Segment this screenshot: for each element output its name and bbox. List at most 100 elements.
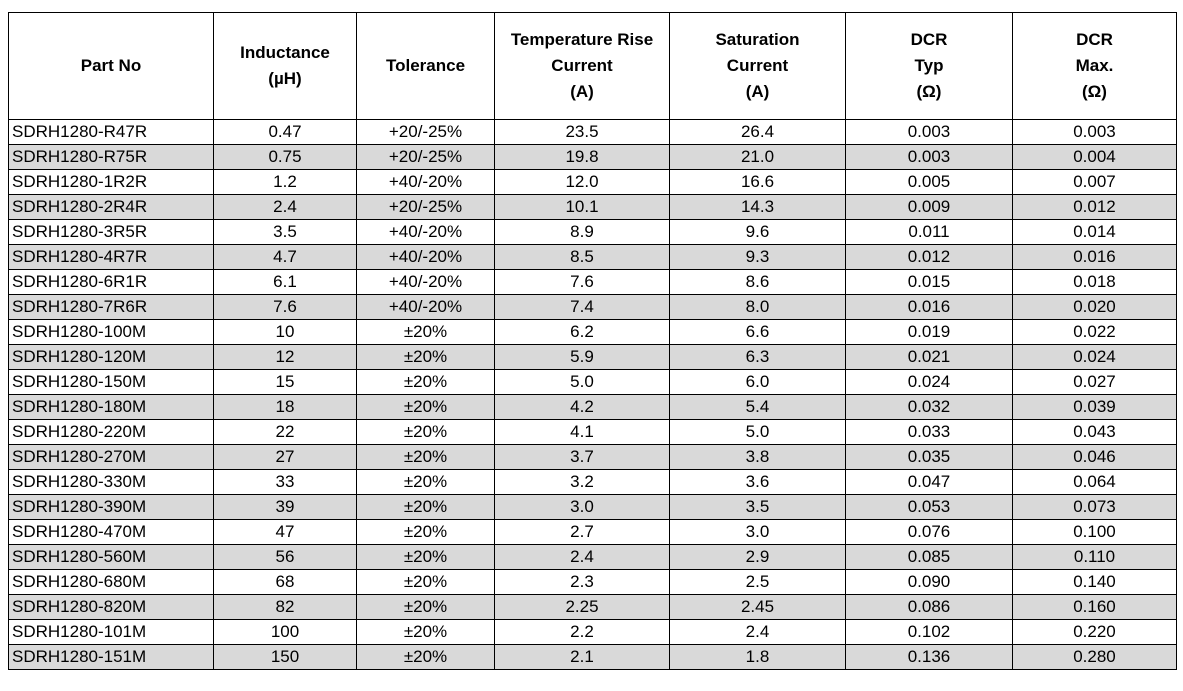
- cell-saturation-current: 21.0: [669, 144, 846, 170]
- header-line: DCR: [910, 30, 948, 49]
- cell-inductance: 12: [213, 344, 357, 370]
- cell-part-no: SDRH1280-151M: [8, 644, 214, 670]
- cell-saturation-current: 8.6: [669, 269, 846, 295]
- cell-inductance: 10: [213, 319, 357, 345]
- cell-dcr-typ: 0.136: [845, 644, 1013, 670]
- cell-dcr-typ: 0.005: [845, 169, 1013, 195]
- header-line: Typ: [914, 56, 944, 75]
- cell-part-no: SDRH1280-150M: [8, 369, 214, 395]
- cell-dcr-typ: 0.086: [845, 594, 1013, 620]
- cell-dcr-max: 0.039: [1012, 394, 1177, 420]
- cell-dcr-max: 0.003: [1012, 119, 1177, 145]
- header-line: Inductance: [240, 43, 330, 62]
- cell-inductance: 22: [213, 419, 357, 445]
- cell-temp-rise-current: 3.7: [494, 444, 670, 470]
- cell-dcr-max: 0.007: [1012, 169, 1177, 195]
- cell-dcr-typ: 0.033: [845, 419, 1013, 445]
- header-line: (A): [745, 82, 770, 101]
- cell-tolerance: ±20%: [356, 619, 495, 645]
- cell-saturation-current: 3.0: [669, 519, 846, 545]
- cell-tolerance: ±20%: [356, 469, 495, 495]
- cell-saturation-current: 9.6: [669, 219, 846, 245]
- cell-dcr-max: 0.110: [1012, 544, 1177, 570]
- cell-part-no: SDRH1280-101M: [8, 619, 214, 645]
- cell-part-no: SDRH1280-6R1R: [8, 269, 214, 295]
- table-row: SDRH1280-180M 18 ±20% 4.2 5.4 0.032 0.039: [8, 394, 1177, 420]
- cell-saturation-current: 3.5: [669, 494, 846, 520]
- header-line: Part No: [80, 56, 142, 75]
- cell-tolerance: ±20%: [356, 569, 495, 595]
- cell-part-no: SDRH1280-390M: [8, 494, 214, 520]
- table-body: SDRH1280-R47R 0.47 +20/-25% 23.5 26.4 0.003 0.…: [8, 119, 1177, 670]
- table-row: SDRH1280-6R1R 6.1 +40/-20% 7.6 8.6 0.015 0.018: [8, 269, 1177, 295]
- cell-inductance: 3.5: [213, 219, 357, 245]
- cell-inductance: 0.47: [213, 119, 357, 145]
- header-dcr-typ: DCR Typ (Ω): [845, 12, 1013, 120]
- cell-dcr-typ: 0.085: [845, 544, 1013, 570]
- cell-saturation-current: 16.6: [669, 169, 846, 195]
- cell-tolerance: ±20%: [356, 519, 495, 545]
- cell-dcr-typ: 0.019: [845, 319, 1013, 345]
- cell-tolerance: +40/-20%: [356, 219, 495, 245]
- cell-temp-rise-current: 2.3: [494, 569, 670, 595]
- cell-temp-rise-current: 3.2: [494, 469, 670, 495]
- cell-tolerance: +20/-25%: [356, 144, 495, 170]
- cell-temp-rise-current: 19.8: [494, 144, 670, 170]
- cell-saturation-current: 8.0: [669, 294, 846, 320]
- header-line: Temperature Rise: [510, 30, 654, 49]
- cell-inductance: 0.75: [213, 144, 357, 170]
- cell-dcr-max: 0.280: [1012, 644, 1177, 670]
- cell-part-no: SDRH1280-120M: [8, 344, 214, 370]
- cell-inductance: 82: [213, 594, 357, 620]
- cell-tolerance: ±20%: [356, 419, 495, 445]
- cell-saturation-current: 1.8: [669, 644, 846, 670]
- cell-tolerance: ±20%: [356, 544, 495, 570]
- cell-dcr-typ: 0.011: [845, 219, 1013, 245]
- cell-saturation-current: 3.6: [669, 469, 846, 495]
- header-line: Current: [551, 56, 613, 75]
- cell-saturation-current: 2.9: [669, 544, 846, 570]
- header-dcr-max: DCR Max. (Ω): [1012, 12, 1177, 120]
- table-row: SDRH1280-470M 47 ±20% 2.7 3.0 0.076 0.100: [8, 519, 1177, 545]
- table-row: SDRH1280-120M 12 ±20% 5.9 6.3 0.021 0.024: [8, 344, 1177, 370]
- cell-inductance: 7.6: [213, 294, 357, 320]
- cell-dcr-max: 0.140: [1012, 569, 1177, 595]
- cell-dcr-max: 0.012: [1012, 194, 1177, 220]
- cell-saturation-current: 2.5: [669, 569, 846, 595]
- cell-temp-rise-current: 8.5: [494, 244, 670, 270]
- table-row: SDRH1280-820M 82 ±20% 2.25 2.45 0.086 0.160: [8, 594, 1177, 620]
- cell-inductance: 68: [213, 569, 357, 595]
- cell-part-no: SDRH1280-1R2R: [8, 169, 214, 195]
- cell-saturation-current: 5.0: [669, 419, 846, 445]
- cell-part-no: SDRH1280-330M: [8, 469, 214, 495]
- cell-tolerance: ±20%: [356, 394, 495, 420]
- cell-temp-rise-current: 10.1: [494, 194, 670, 220]
- cell-dcr-typ: 0.032: [845, 394, 1013, 420]
- cell-dcr-max: 0.160: [1012, 594, 1177, 620]
- table-row: SDRH1280-270M 27 ±20% 3.7 3.8 0.035 0.046: [8, 444, 1177, 470]
- cell-temp-rise-current: 2.7: [494, 519, 670, 545]
- cell-inductance: 150: [213, 644, 357, 670]
- cell-tolerance: ±20%: [356, 319, 495, 345]
- header-part-no: Part No: [8, 12, 214, 120]
- cell-temp-rise-current: 4.2: [494, 394, 670, 420]
- cell-dcr-max: 0.073: [1012, 494, 1177, 520]
- cell-tolerance: ±20%: [356, 344, 495, 370]
- cell-dcr-typ: 0.016: [845, 294, 1013, 320]
- table-row: SDRH1280-151M 150 ±20% 2.1 1.8 0.136 0.280: [8, 644, 1177, 670]
- cell-dcr-typ: 0.024: [845, 369, 1013, 395]
- header-temperature-rise-current: Temperature Rise Current (A): [494, 12, 670, 120]
- cell-dcr-typ: 0.102: [845, 619, 1013, 645]
- cell-inductance: 2.4: [213, 194, 357, 220]
- cell-temp-rise-current: 23.5: [494, 119, 670, 145]
- cell-temp-rise-current: 4.1: [494, 419, 670, 445]
- cell-temp-rise-current: 6.2: [494, 319, 670, 345]
- cell-dcr-max: 0.220: [1012, 619, 1177, 645]
- cell-dcr-max: 0.024: [1012, 344, 1177, 370]
- cell-temp-rise-current: 12.0: [494, 169, 670, 195]
- header-inductance: Inductance (µH): [213, 12, 357, 120]
- cell-saturation-current: 6.6: [669, 319, 846, 345]
- cell-part-no: SDRH1280-4R7R: [8, 244, 214, 270]
- cell-temp-rise-current: 2.25: [494, 594, 670, 620]
- cell-temp-rise-current: 3.0: [494, 494, 670, 520]
